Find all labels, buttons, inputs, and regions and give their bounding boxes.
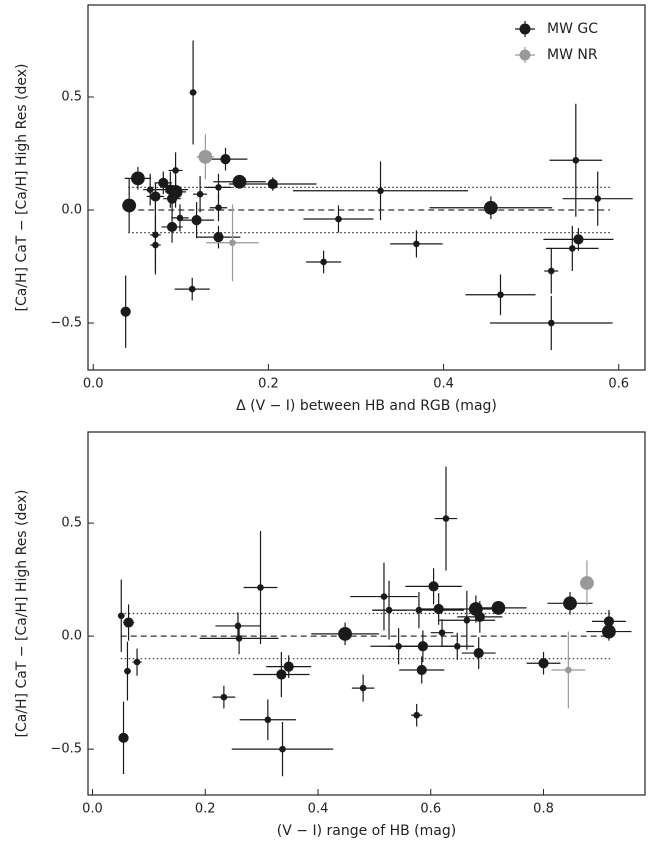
point [359,684,367,692]
point [146,186,154,193]
point [497,291,504,299]
x-tick-label: 0.4 [308,802,329,817]
point [198,149,213,164]
point [572,156,580,164]
x-tick-label: 0.8 [533,802,554,817]
point [131,171,145,186]
x-axis-label: (V − I) range of HB (mag) [277,823,456,839]
x-tick-label: 0.2 [258,377,279,392]
point [264,716,272,724]
point [234,622,242,630]
x-tick-label: 0.0 [82,802,103,817]
point [380,593,388,600]
point [220,154,231,165]
point [320,258,327,266]
point [442,515,450,522]
x-tick-label: 0.2 [195,802,216,817]
point [483,200,498,215]
legend-marker [519,23,531,35]
point [257,584,264,591]
point [602,624,616,639]
point [196,190,204,198]
point [573,234,584,245]
point [603,616,615,627]
legend-label: MW GC [547,21,598,37]
point [189,89,197,96]
point [491,600,506,615]
point [428,581,439,592]
point [220,693,228,701]
y-tick-label: 0.5 [61,89,82,104]
legend-label: MW NR [547,47,598,63]
point [463,616,471,624]
point [122,198,137,213]
point [453,642,461,650]
y-axis-label: [Ca/H] CaT − [Ca/H] High Res (dex) [14,489,30,737]
y-tick-label: −0.5 [50,315,82,330]
point [176,214,184,222]
point [433,603,444,615]
x-tick-label: 0.6 [420,802,441,817]
point [338,626,352,641]
point [538,658,549,669]
plot-frame [87,4,646,371]
point [413,711,420,719]
point [594,195,602,202]
point [117,612,125,620]
y-axis-label: [Ca/H] CaT − [Ca/H] High Res (dex) [14,63,30,311]
point [473,647,484,659]
point [166,221,178,233]
point [580,576,594,590]
point [120,306,131,317]
point [569,245,576,252]
point [168,185,183,199]
y-tick-label: 0.0 [61,629,82,644]
point [276,669,287,680]
point [215,204,222,212]
point [283,661,294,672]
point [172,167,179,174]
point [229,239,236,247]
point [417,641,428,652]
point [235,635,243,642]
point [124,667,131,675]
plot-frame [87,431,646,796]
x-tick-label: 0.6 [608,377,629,392]
point [547,267,555,275]
point [191,215,202,226]
point [279,745,286,753]
point [416,664,427,676]
point [215,184,222,191]
point [118,732,129,743]
point [474,611,485,622]
point [547,319,555,327]
y-tick-label: −0.5 [50,742,82,757]
x-tick-label: 0.4 [433,377,454,392]
point [267,178,278,190]
point [563,596,577,611]
point [188,285,196,293]
point [565,666,572,674]
y-tick-label: 0.5 [61,516,82,531]
point [123,617,134,628]
x-tick-label: 0.0 [83,377,104,392]
point [413,240,420,248]
x-axis-label: Δ (V − I) between HB and RGB (mag) [236,398,497,414]
point [335,215,342,223]
y-tick-label: 0.0 [61,202,82,217]
point [232,174,247,189]
point [438,629,446,637]
point [415,606,423,614]
point [213,232,224,243]
point [133,658,141,666]
point [377,187,384,195]
legend-marker [519,49,531,61]
point [158,177,169,188]
point [152,241,159,249]
point [150,191,161,202]
